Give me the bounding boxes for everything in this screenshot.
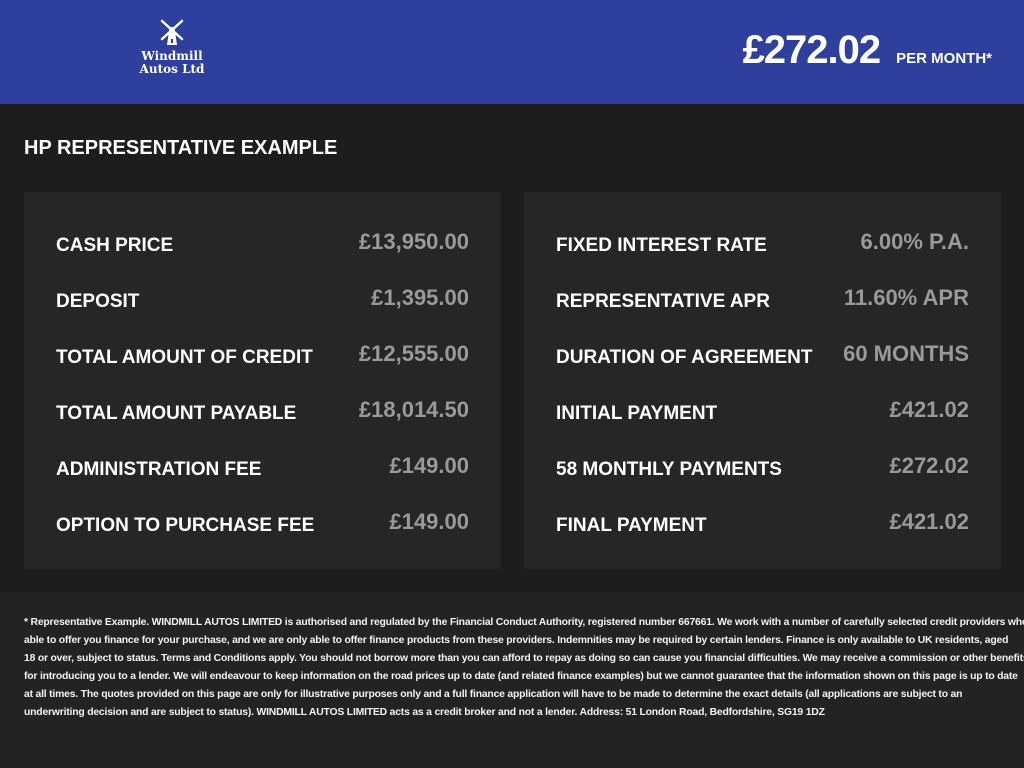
logo[interactable]: Windmill Autos Ltd [132, 18, 212, 76]
row-value: £272.02 [889, 453, 969, 478]
finance-row: 58 MONTHLY PAYMENTS £272.02 [556, 438, 969, 494]
monthly-price: £272.02 PER MONTH* [743, 28, 992, 73]
row-value: £149.00 [389, 453, 469, 478]
row-label: REPRESENTATIVE APR [556, 291, 770, 312]
row-value: 60 MONTHS [843, 341, 969, 366]
row-label: 58 MONTHLY PAYMENTS [556, 459, 782, 480]
disclaimer-line: underwriting decision and are subject to… [24, 707, 825, 718]
finance-row: FINAL PAYMENT £421.02 [556, 494, 969, 550]
disclaimer-line: for introducing you to a lender. We will… [24, 671, 1018, 682]
row-value: £149.00 [389, 509, 469, 534]
finance-row: DEPOSIT £1,395.00 [56, 270, 469, 326]
finance-row: TOTAL AMOUNT PAYABLE £18,014.50 [56, 382, 469, 438]
row-label: ADMINISTRATION FEE [56, 459, 262, 480]
disclaimer-line: able to offer you finance for your purch… [24, 635, 1009, 646]
brand-name: Windmill Autos Ltd [132, 50, 212, 76]
finance-row: OPTION TO PURCHASE FEE £149.00 [56, 494, 469, 550]
row-label: INITIAL PAYMENT [556, 403, 718, 424]
row-value: £1,395.00 [371, 285, 469, 310]
finance-row: ADMINISTRATION FEE £149.00 [56, 438, 469, 494]
row-value: £421.02 [889, 509, 969, 534]
disclaimer-line: * Representative Example. WINDMILL AUTOS… [24, 617, 1024, 628]
finance-row: FIXED INTEREST RATE 6.00% P.A. [556, 214, 969, 270]
disclaimer-line: 18 or over, subject to status. Terms and… [24, 653, 1024, 664]
row-label: FIXED INTEREST RATE [556, 235, 767, 256]
monthly-price-suffix: PER MONTH* [896, 50, 992, 67]
row-value: 11.60% APR [843, 285, 969, 310]
row-value: £421.02 [889, 397, 969, 422]
monthly-price-amount: £272.02 [742, 28, 882, 72]
header: Windmill Autos Ltd £272.02 PER MONTH* [0, 0, 1024, 104]
row-label: DURATION OF AGREEMENT [556, 347, 813, 368]
row-label: FINAL PAYMENT [556, 515, 707, 536]
row-label: DEPOSIT [56, 291, 140, 312]
row-label: OPTION TO PURCHASE FEE [56, 515, 315, 536]
row-label: TOTAL AMOUNT OF CREDIT [56, 347, 313, 368]
windmill-icon [160, 19, 184, 45]
row-value: 6.00% P.A. [860, 229, 969, 254]
brand-line-1: Windmill [141, 49, 203, 63]
row-value: £18,014.50 [358, 397, 469, 422]
disclaimer: * Representative Example. WINDMILL AUTOS… [0, 592, 1024, 768]
finance-panel-right: FIXED INTEREST RATE 6.00% P.A. REPRESENTA… [524, 192, 1001, 569]
finance-row: CASH PRICE £13,950.00 [56, 214, 469, 270]
row-label: CASH PRICE [56, 235, 174, 256]
row-value: £13,950.00 [358, 229, 469, 254]
finance-row: INITIAL PAYMENT £421.02 [556, 382, 969, 438]
finance-row: DURATION OF AGREEMENT 60 MONTHS [556, 326, 969, 382]
row-label: TOTAL AMOUNT PAYABLE [56, 403, 297, 424]
finance-row: REPRESENTATIVE APR 11.60% APR [556, 270, 969, 326]
finance-panel-left: CASH PRICE £13,950.00 DEPOSIT £1,395.00 TO… [24, 192, 501, 569]
finance-row: TOTAL AMOUNT OF CREDIT £12,555.00 [56, 326, 469, 382]
row-value: £12,555.00 [358, 341, 469, 366]
brand-line-2: Autos Ltd [139, 62, 205, 76]
section-title: HP REPRESENTATIVE EXAMPLE [24, 137, 338, 159]
disclaimer-line: at all times. The quotes provided on thi… [24, 689, 963, 700]
